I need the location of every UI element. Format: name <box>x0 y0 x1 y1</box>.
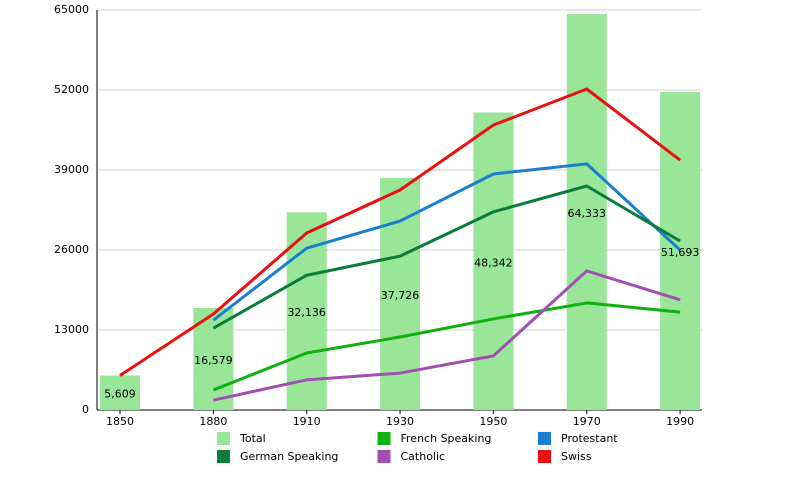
line <box>213 269 681 402</box>
x-tick-label: 1930 <box>386 415 414 428</box>
x-tick-label: 1970 <box>573 415 601 428</box>
bar <box>100 375 140 410</box>
line <box>212 184 681 330</box>
y-tick-label: 0 <box>82 403 89 416</box>
y-tick-label: 13000 <box>54 323 89 336</box>
legend-swatch <box>377 450 391 463</box>
legend-label: Catholic <box>401 450 446 463</box>
x-tick-label: 1950 <box>479 415 507 428</box>
y-tick-label: 39000 <box>54 163 89 176</box>
legend-swatch <box>377 432 391 445</box>
line <box>212 301 681 392</box>
legend-label: Swiss <box>561 450 592 463</box>
legend-label: German Speaking <box>240 450 338 463</box>
bar <box>660 91 701 411</box>
legend-label: Protestant <box>561 432 618 445</box>
value-label: 5,609 <box>104 388 136 401</box>
value-label: 37,726 <box>381 289 420 302</box>
bar <box>473 112 514 410</box>
value-label: 51,693 <box>661 246 700 259</box>
legend-label: French Speaking <box>401 432 492 445</box>
y-tick-label: 26000 <box>54 243 89 256</box>
bar <box>193 307 234 410</box>
legend-swatch <box>538 432 551 445</box>
x-tick-label: 1990 <box>666 415 694 428</box>
legend-swatch <box>538 450 551 463</box>
bar <box>566 14 607 411</box>
x-tick-label: 1850 <box>106 415 134 428</box>
legend-label: Total <box>239 432 266 445</box>
legend-swatch <box>217 432 230 445</box>
x-tick-label: 1910 <box>293 415 321 428</box>
value-label: 32,136 <box>287 306 326 319</box>
y-tick-label: 52000 <box>54 83 89 96</box>
line <box>212 162 682 322</box>
x-tick-label: 1880 <box>199 415 227 428</box>
legend-swatch <box>217 450 230 463</box>
y-tick-label: 65000 <box>54 3 89 16</box>
line <box>119 87 682 377</box>
value-label: 48,342 <box>474 256 513 269</box>
value-label: 64,333 <box>568 207 607 220</box>
value-label: 16,579 <box>194 354 233 367</box>
